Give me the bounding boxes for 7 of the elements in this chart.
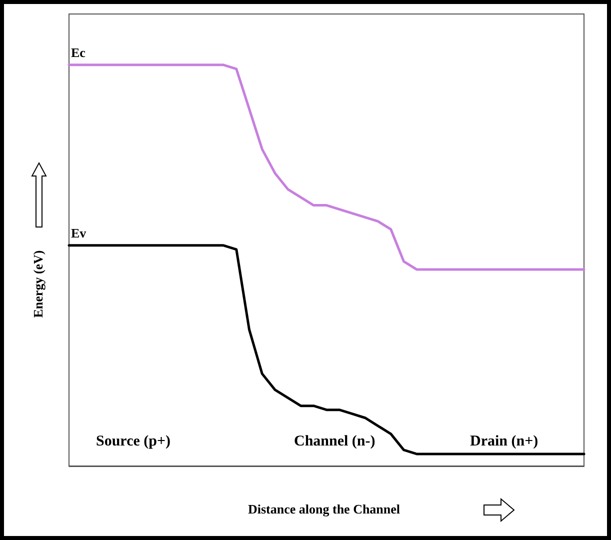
annotation: Channel (n-) [294,434,376,450]
series-label: Ev [71,225,87,240]
annotation: Drain (n+) [470,434,538,450]
annotation: Source (p+) [96,434,171,450]
x-axis-title: Distance along the Channel [248,502,400,516]
series-label: Ec [71,44,86,60]
y-axis-title: Energy (eV) [30,250,46,318]
